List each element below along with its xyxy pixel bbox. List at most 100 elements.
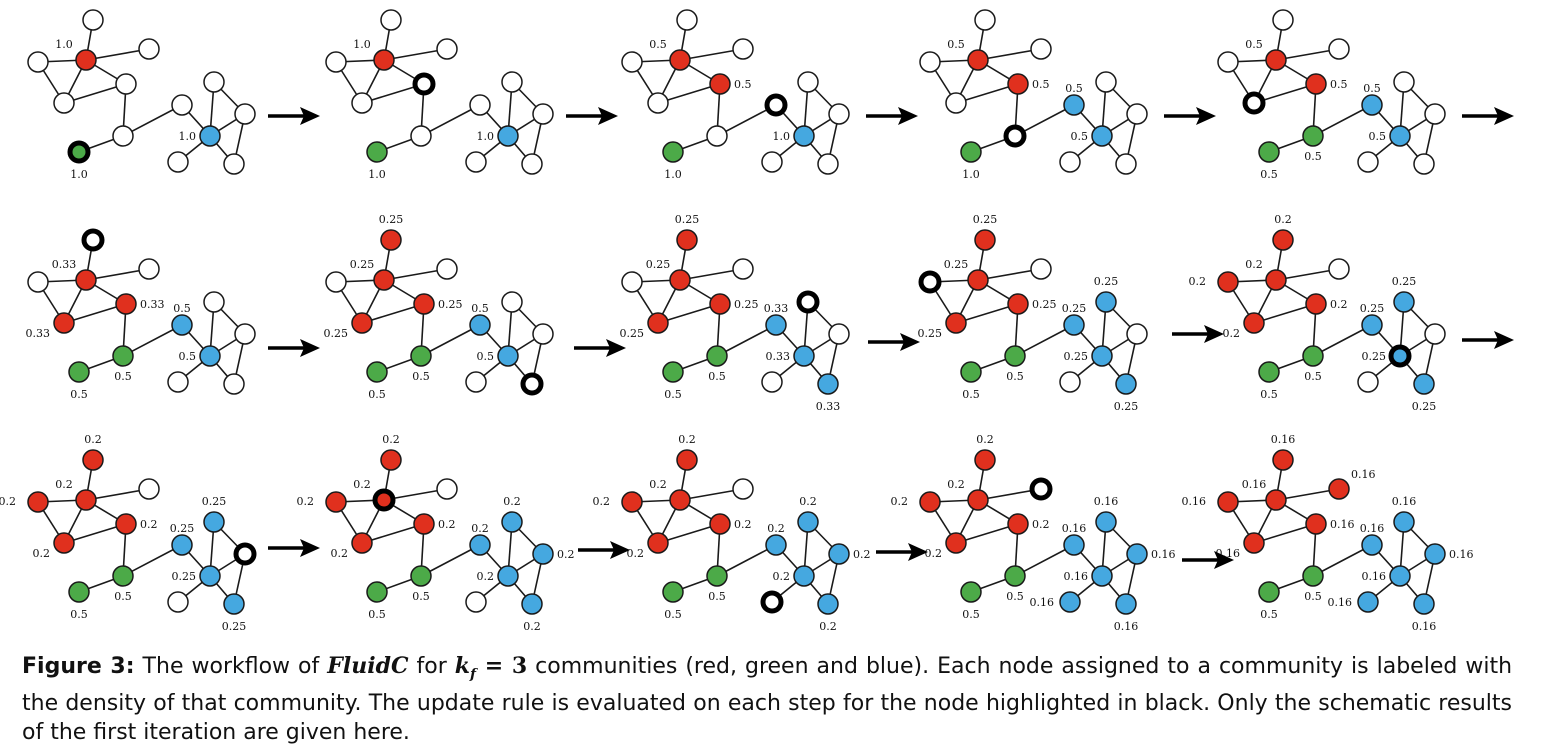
red-density-label: 0.2 bbox=[382, 433, 400, 446]
red-node bbox=[709, 513, 731, 535]
green-node bbox=[68, 361, 90, 383]
unassigned-node bbox=[1126, 103, 1148, 125]
red-node bbox=[676, 229, 698, 251]
unassigned-node bbox=[138, 38, 160, 60]
blue-density-label: 0.25 bbox=[1392, 275, 1417, 288]
graph-panel: 0.25 0.25 0.25 0.25 0.5 0.5 0.5 0.5 bbox=[324, 213, 554, 401]
step-arrow bbox=[578, 541, 630, 559]
blue-node bbox=[1126, 543, 1148, 565]
unassigned-node bbox=[436, 478, 458, 500]
unassigned-node bbox=[1357, 371, 1379, 393]
red-density-label: 0.33 bbox=[26, 327, 51, 340]
green-density-label: 0.5 bbox=[664, 608, 682, 621]
green-node bbox=[410, 345, 432, 367]
unassigned-node bbox=[621, 51, 643, 73]
red-node bbox=[669, 269, 691, 291]
step-arrow bbox=[876, 543, 928, 561]
blue-density-label: 0.25 bbox=[1114, 400, 1139, 413]
blue-density-label: 0.2 bbox=[799, 495, 817, 508]
red-node bbox=[669, 489, 691, 511]
blue-density-label: 0.5 bbox=[471, 302, 489, 315]
blue-density-label: 0.2 bbox=[853, 548, 871, 561]
red-density-label: 0.5 bbox=[1245, 38, 1263, 51]
red-density-label: 0.25 bbox=[944, 258, 969, 271]
blue-node bbox=[797, 511, 819, 533]
highlighted-node bbox=[764, 93, 788, 117]
unassigned-node bbox=[1059, 151, 1081, 173]
graph-edge bbox=[63, 303, 127, 324]
green-density-label: 0.5 bbox=[962, 608, 980, 621]
unassigned-node bbox=[1272, 9, 1294, 31]
unassigned-node bbox=[167, 151, 189, 173]
green-node bbox=[1302, 125, 1324, 147]
blue-node bbox=[497, 125, 519, 147]
unassigned-node bbox=[521, 153, 543, 175]
unassigned-node bbox=[325, 271, 347, 293]
green-node bbox=[410, 565, 432, 587]
green-density-label: 0.5 bbox=[708, 590, 726, 603]
graph-edge bbox=[122, 324, 183, 357]
red-density-label: 0.25 bbox=[918, 327, 943, 340]
unassigned-node bbox=[621, 271, 643, 293]
red-density-label: 0.2 bbox=[1189, 275, 1207, 288]
blue-node bbox=[199, 125, 221, 147]
red-density-label: 1.0 bbox=[353, 38, 371, 51]
blue-density-label: 0.2 bbox=[773, 570, 791, 583]
blue-node bbox=[1091, 125, 1113, 147]
step-arrow bbox=[574, 339, 626, 357]
blue-node bbox=[793, 345, 815, 367]
green-node bbox=[662, 141, 684, 163]
highlighted-node bbox=[67, 140, 91, 164]
red-density-label: 0.2 bbox=[297, 495, 315, 508]
unassigned-node bbox=[223, 153, 245, 175]
green-node bbox=[366, 361, 388, 383]
unassigned-node bbox=[82, 9, 104, 31]
unassigned-node bbox=[797, 71, 819, 93]
green-density-label: 0.5 bbox=[1006, 370, 1024, 383]
unassigned-node bbox=[203, 291, 225, 313]
figure-label: Figure 3: bbox=[22, 654, 135, 679]
unassigned-node bbox=[974, 9, 996, 31]
blue-density-label: 1.0 bbox=[477, 130, 495, 143]
red-node bbox=[974, 229, 996, 251]
red-node bbox=[1265, 49, 1287, 71]
red-node bbox=[1265, 489, 1287, 511]
red-node bbox=[380, 449, 402, 471]
unassigned-node bbox=[761, 371, 783, 393]
graph-panel: 0.25 0.25 0.25 0.25 0.5 0.33 0.33 0.33 0.5 bbox=[620, 213, 850, 413]
graph-panel: 0.5 0.5 0.5 0.5 0.5 0.5 bbox=[1217, 9, 1446, 181]
green-node bbox=[706, 345, 728, 367]
unassigned-node bbox=[1030, 38, 1052, 60]
red-density-label: 0.2 bbox=[678, 433, 696, 446]
red-density-label: 0.2 bbox=[55, 478, 73, 491]
red-node bbox=[75, 269, 97, 291]
blue-density-label: 0.25 bbox=[170, 522, 195, 535]
unassigned-node bbox=[647, 92, 669, 114]
unassigned-node bbox=[501, 291, 523, 313]
k-subscript: f bbox=[470, 666, 477, 683]
green-node bbox=[662, 581, 684, 603]
blue-node bbox=[1063, 94, 1085, 116]
blue-node bbox=[171, 534, 193, 556]
unassigned-node bbox=[945, 92, 967, 114]
green-density-label: 0.5 bbox=[368, 388, 386, 401]
blue-density-label: 0.5 bbox=[477, 350, 495, 363]
unassigned-node bbox=[676, 9, 698, 31]
red-node bbox=[75, 489, 97, 511]
step-arrow bbox=[1182, 551, 1234, 569]
unassigned-node bbox=[732, 38, 754, 60]
red-density-label: 0.2 bbox=[976, 433, 994, 446]
blue-density-label: 0.2 bbox=[767, 522, 785, 535]
green-density-label: 0.5 bbox=[70, 388, 88, 401]
green-node bbox=[1258, 581, 1280, 603]
green-density-label: 0.5 bbox=[70, 608, 88, 621]
green-density-label: 0.5 bbox=[114, 370, 132, 383]
red-node bbox=[647, 312, 669, 334]
caption-text-3: communities (red, green and blue). Each … bbox=[22, 654, 1513, 746]
blue-density-label: 0.16 bbox=[1360, 522, 1385, 535]
red-node bbox=[351, 532, 373, 554]
blue-node bbox=[1063, 314, 1085, 336]
red-density-label: 0.16 bbox=[1242, 478, 1267, 491]
green-density-label: 0.5 bbox=[1304, 150, 1322, 163]
blue-density-label: 0.2 bbox=[819, 620, 837, 633]
